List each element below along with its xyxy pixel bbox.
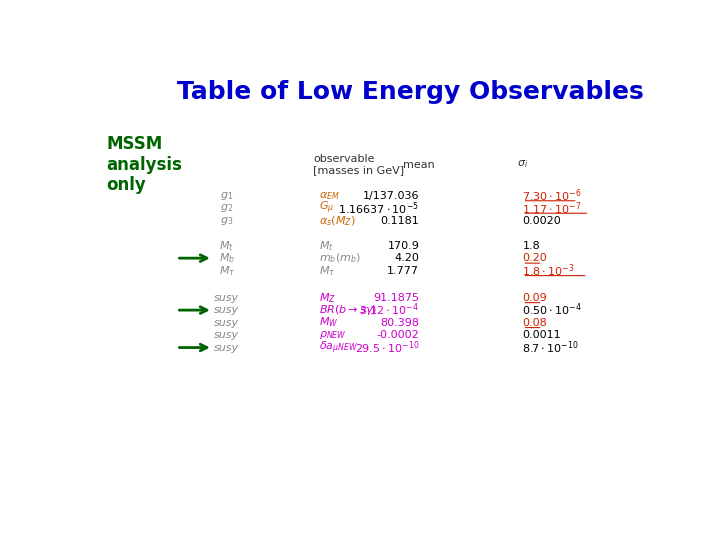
Text: $g_3$: $g_3$ (220, 215, 233, 227)
Text: $BR(b \to s\gamma)$: $BR(b \to s\gamma)$ (319, 303, 377, 317)
Text: $0.50 \cdot 10^{-4}$: $0.50 \cdot 10^{-4}$ (523, 302, 582, 319)
Text: Table of Low Energy Observables: Table of Low Energy Observables (177, 80, 644, 104)
Text: $7.30 \cdot 10^{-6}$: $7.30 \cdot 10^{-6}$ (523, 187, 582, 204)
Text: 0.08: 0.08 (523, 318, 547, 328)
Text: 0.20: 0.20 (523, 253, 547, 263)
Text: $\delta a_{\mu NEW}$: $\delta a_{\mu NEW}$ (319, 339, 358, 356)
Text: MSSM
analysis
only: MSSM analysis only (107, 135, 183, 194)
Text: 4.20: 4.20 (395, 253, 419, 263)
Text: susy: susy (214, 330, 239, 340)
Text: $G_\mu$: $G_\mu$ (319, 200, 334, 217)
Text: 0.0011: 0.0011 (523, 330, 561, 340)
Text: $g_1$: $g_1$ (220, 190, 233, 202)
Text: $8.7 \cdot 10^{-10}$: $8.7 \cdot 10^{-10}$ (523, 339, 580, 356)
Text: susy: susy (214, 318, 239, 328)
Text: 1/137.036: 1/137.036 (363, 191, 419, 201)
Text: $1.16637 \cdot 10^{-5}$: $1.16637 \cdot 10^{-5}$ (338, 200, 419, 217)
Text: $M_Z$: $M_Z$ (319, 291, 336, 305)
Text: mean: mean (403, 160, 435, 170)
Text: $1.8 \cdot 10^{-3}$: $1.8 \cdot 10^{-3}$ (523, 262, 575, 279)
Text: $\alpha_s(M_Z)$: $\alpha_s(M_Z)$ (319, 214, 356, 227)
Text: $\sigma_i$: $\sigma_i$ (517, 159, 528, 171)
Text: $29.5 \cdot 10^{-10}$: $29.5 \cdot 10^{-10}$ (355, 339, 419, 356)
Text: 170.9: 170.9 (387, 241, 419, 251)
Text: observable
[masses in GeV]: observable [masses in GeV] (313, 154, 405, 176)
Text: 0.1181: 0.1181 (380, 215, 419, 226)
Text: $m_b(m_b)$: $m_b(m_b)$ (319, 251, 361, 265)
Text: $M_\tau$: $M_\tau$ (319, 264, 335, 278)
Text: susy: susy (214, 293, 239, 302)
Text: $M_\tau$: $M_\tau$ (219, 264, 235, 278)
Text: 0.09: 0.09 (523, 293, 547, 302)
Text: 0.0020: 0.0020 (523, 215, 561, 226)
Text: $M_t$: $M_t$ (319, 239, 333, 253)
Text: $M_W$: $M_W$ (319, 316, 338, 329)
Text: $M_b$: $M_b$ (219, 251, 235, 265)
Text: $\rho_{NEW}$: $\rho_{NEW}$ (319, 329, 346, 341)
Text: susy: susy (214, 342, 239, 353)
Text: $M_t$: $M_t$ (220, 239, 234, 253)
Text: susy: susy (214, 305, 239, 315)
Text: $\alpha_{EM}$: $\alpha_{EM}$ (319, 190, 340, 201)
Text: $3.12 \cdot 10^{-4}$: $3.12 \cdot 10^{-4}$ (359, 302, 419, 319)
Text: 1.777: 1.777 (387, 266, 419, 275)
Text: 91.1875: 91.1875 (373, 293, 419, 302)
Text: $g_2$: $g_2$ (220, 202, 233, 214)
Text: -0.0002: -0.0002 (377, 330, 419, 340)
Text: $1.17 \cdot 10^{-7}$: $1.17 \cdot 10^{-7}$ (523, 200, 582, 217)
Text: 80.398: 80.398 (380, 318, 419, 328)
Text: 1.8: 1.8 (523, 241, 540, 251)
